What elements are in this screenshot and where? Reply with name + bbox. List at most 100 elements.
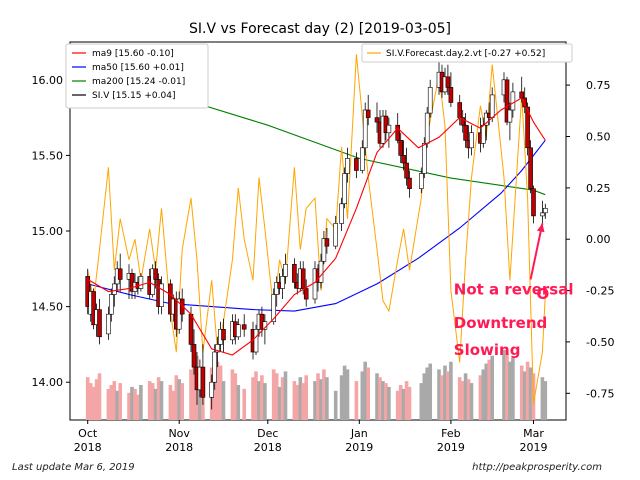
volume-bar	[283, 371, 288, 420]
x-axis: Oct2018Nov2018Dec2018Jan2019Feb2019Mar20…	[74, 420, 548, 454]
volume-bar	[316, 373, 320, 420]
candle-body	[112, 283, 117, 295]
volume-bar	[91, 386, 96, 420]
volume-bar	[543, 381, 548, 420]
volume-bar	[159, 381, 164, 420]
candle-body	[271, 294, 277, 323]
volume-bar	[511, 357, 515, 420]
annotations: Not a reversal Downtrend Slowing O	[454, 223, 574, 359]
candle-body	[324, 238, 330, 247]
candle-body	[407, 177, 412, 190]
volume-bar	[437, 369, 441, 420]
candle-body	[525, 106, 530, 149]
candle-body	[404, 162, 409, 179]
volume-bar	[419, 383, 424, 420]
volume-bar	[218, 365, 223, 420]
right-axis-tick-label: 0.75	[586, 79, 611, 92]
volume-bar	[387, 386, 391, 420]
candle-body	[303, 288, 309, 300]
volume-bar	[85, 377, 90, 420]
candle-body	[333, 223, 339, 247]
candlesticks	[85, 61, 548, 410]
candle-body	[519, 91, 525, 99]
volume-bar	[378, 377, 382, 420]
volume-bar	[171, 390, 176, 420]
volume-bar	[174, 375, 179, 420]
volume-bar	[212, 371, 217, 420]
candle-body	[179, 298, 185, 315]
volume-bar	[97, 373, 102, 420]
volume-bar	[466, 379, 471, 420]
volume-bar	[139, 385, 143, 420]
legend-left: ma9 [15.60 -0.10] ma50 [15.60 +0.01] ma2…	[65, 43, 209, 109]
x-axis-tick-label: Jan	[350, 427, 368, 440]
candle-body	[292, 263, 297, 283]
candle-body	[109, 294, 114, 315]
footer-source-link[interactable]: http://peakprosperity.com	[472, 462, 602, 473]
candle-body	[159, 283, 164, 307]
candle-body	[540, 212, 545, 217]
legend-label-ma9: ma9 [15.60 -0.10]	[92, 49, 174, 59]
candle-body	[383, 115, 389, 133]
volume-bar	[425, 367, 429, 420]
volume-bar	[230, 369, 235, 420]
volume-bar	[366, 367, 370, 420]
candle-body	[522, 97, 528, 108]
candle-body	[469, 132, 474, 149]
volume-bar	[325, 377, 329, 420]
left-axis-tick-label: 14.50	[32, 301, 64, 314]
volume-bar	[490, 355, 494, 420]
candle-body	[97, 309, 102, 338]
volume-bar	[94, 379, 99, 420]
volume-bar	[168, 385, 173, 420]
candle-body	[138, 276, 144, 289]
candle-body	[395, 124, 401, 141]
annotation-text: Downtrend	[454, 314, 547, 332]
volume-bar	[484, 363, 489, 420]
volume-bar	[257, 381, 261, 420]
x-axis-tick-label: Feb	[441, 427, 460, 440]
volume-bar	[449, 361, 453, 420]
volume-bar	[481, 369, 486, 420]
volume-bar	[519, 365, 524, 420]
candle-body	[300, 268, 306, 289]
volume-bar	[345, 369, 350, 420]
volume-bar	[260, 375, 264, 420]
candle-body	[212, 351, 217, 383]
candle-body	[531, 188, 536, 217]
x-axis-tick-label: Mar	[523, 427, 544, 440]
candle-body	[401, 155, 406, 164]
candle-body	[448, 87, 454, 103]
volume-bar	[112, 381, 117, 420]
volume-bar	[333, 390, 338, 420]
volume-bar	[522, 371, 527, 420]
volume-bar	[189, 369, 193, 420]
left-axis-tick-label: 15.00	[32, 225, 64, 238]
volume-bar	[109, 385, 114, 420]
right-axis-tick-label: 0.00	[586, 233, 611, 246]
candle-body	[421, 143, 427, 174]
chart-title: SI.V vs Forecast day (2) [2019-03-05]	[189, 21, 451, 37]
volume-bar	[242, 388, 246, 420]
candle-body	[283, 263, 288, 277]
volume-bar	[407, 386, 412, 420]
volume-bar	[446, 371, 450, 420]
candle-body	[215, 344, 220, 353]
volume-bar	[88, 383, 93, 420]
candle-body	[542, 208, 548, 214]
candle-body	[200, 366, 206, 398]
x-axis-tick-year: 2019	[520, 441, 548, 454]
volume-bar	[106, 388, 111, 420]
right-axis-tick-label: 0.50	[586, 131, 611, 144]
candle-body	[117, 268, 123, 280]
volume-bar	[221, 381, 226, 420]
volume-bar	[478, 375, 483, 420]
left-axis: 14.00 14.50 15.00 15.50 16.00	[32, 74, 70, 389]
volume-bar	[133, 388, 137, 420]
right-axis-tick-label: -0.25	[586, 285, 614, 298]
volume-bar	[319, 379, 323, 420]
legend-label-siv: SI.V [15.15 +0.04]	[92, 91, 175, 101]
volume-bar	[398, 385, 403, 420]
candle-body	[463, 124, 468, 141]
